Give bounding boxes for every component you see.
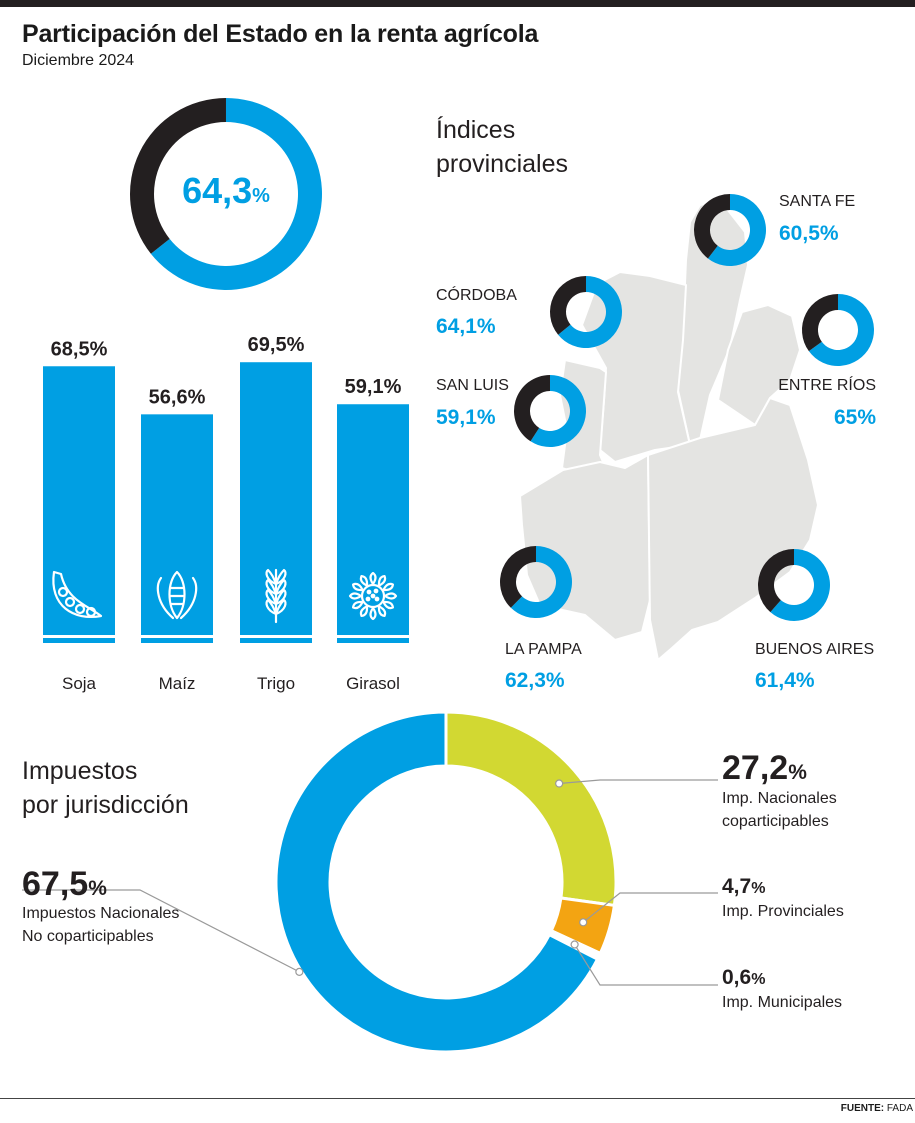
bar-baseline-gap [43,635,115,638]
province-donut-3-share-arc [530,375,586,447]
source-label: FUENTE: [840,1103,885,1114]
bar-baseline-gap [141,635,213,638]
tax-value: 27,2% [722,749,807,787]
tax-value: 67,5% [22,865,107,903]
top-rule [0,0,915,7]
source-value: FADA [886,1103,913,1114]
tax-leader-dot [555,779,564,788]
tax-title-line-1: Impuestos [22,757,137,785]
sunflower-icon [348,571,398,621]
province-value: 64,1% [436,315,496,338]
pea-pod-icon [52,570,103,619]
province-value: 60,5% [779,222,839,245]
tax-slice-3 [274,710,600,1054]
province-donut-0-rest-arc [694,194,730,259]
province-donut-group: SANTA FE 60,5% CÓRDOBA 64,1% ENTRE RÍOS 65% SA… [436,193,876,692]
page-subtitle: Diciembre 2024 [22,52,135,69]
province-name: SANTA FE [779,193,855,210]
tax-label: Imp. Nacionales [722,790,837,807]
province-donut-5-rest-arc [757,549,794,613]
wheat-icon [265,568,287,624]
bar-baseline-gap [240,635,312,638]
region-map [519,199,819,661]
bar-0 [43,366,115,643]
bar-3 [337,404,409,643]
main-donut-rest-arc [129,98,226,254]
corn-icon [156,570,198,620]
province-donut-1-share-arc [558,276,622,348]
province-donut-3-rest-arc [514,375,550,442]
province-value: 62,3% [505,669,565,692]
province-donut-4-share-arc [510,546,572,618]
province-value: 61,4% [755,669,815,692]
tax-leader-line [22,889,300,973]
province-donut-2-rest-arc [801,294,838,352]
bar-value-label: 69,5% [248,334,305,356]
tax-label: Imp. Provinciales [722,903,844,920]
tax-slice-0 [444,710,618,908]
province-donut-4-rest-arc [499,546,536,608]
source-note: FUENTE: FADA [841,1103,913,1114]
tax-value: 4,7% [722,875,765,898]
tax-label: Impuestos Nacionales [22,905,179,922]
bar-category-label: Trigo [257,674,295,693]
bar-category-label: Maíz [159,674,196,693]
bar-baseline-gap [337,635,409,638]
province-donut-0-share-arc [707,194,767,266]
bar-value-label: 68,5% [51,338,108,360]
tax-leader-dot [579,918,588,927]
tax-donut-chart [274,710,618,1054]
tax-title-line-2: por jurisdicción [22,791,189,819]
province-name: ENTRE RÍOS [778,375,876,394]
bar-value-label: 56,6% [149,386,206,408]
tax-leader-line [574,944,718,986]
province-name: CÓRDOBA [436,285,517,304]
tax-leader-dot [295,967,304,976]
tax-leader-line [582,892,718,923]
province-name: LA PAMPA [505,641,582,658]
bar-1 [141,414,213,643]
crop-bar-chart: 68,5% Soja 56,6% Maíz 69,5% Trigo 59,1% Girasol [43,334,409,693]
province-donut-1-rest-arc [550,276,586,335]
province-donut-2-share-arc [808,294,874,366]
bar-value-label: 59,1% [345,376,402,398]
tax-value: 0,6% [722,966,765,989]
province-value: 65% [834,406,876,429]
map-province-entre-rios [717,304,801,426]
province-donut-5-share-arc [770,549,830,621]
tax-leader-dot [570,940,579,949]
main-donut-value: 64,3% [182,170,270,211]
provincial-title-line-2: provinciales [436,150,568,178]
bar-category-label: Girasol [346,674,400,693]
tax-label: Imp. Municipales [722,994,842,1011]
province-value: 59,1% [436,406,496,429]
bar-category-label: Soja [62,674,97,693]
province-name: SAN LUIS [436,377,509,394]
tax-label: coparticipables [722,813,829,830]
province-name: BUENOS AIRES [755,641,874,658]
provincial-title-line-1: Índices [436,115,515,144]
tax-labels: 27,2% Imp. Nacionales coparticipables 4,7% I… [22,749,844,1011]
tax-leader-line [559,779,718,785]
main-donut-chart [129,98,322,290]
page-title: Participación del Estado en la renta agr… [22,20,539,48]
tax-label: No coparticipables [22,928,154,945]
bottom-rule [0,1098,915,1099]
